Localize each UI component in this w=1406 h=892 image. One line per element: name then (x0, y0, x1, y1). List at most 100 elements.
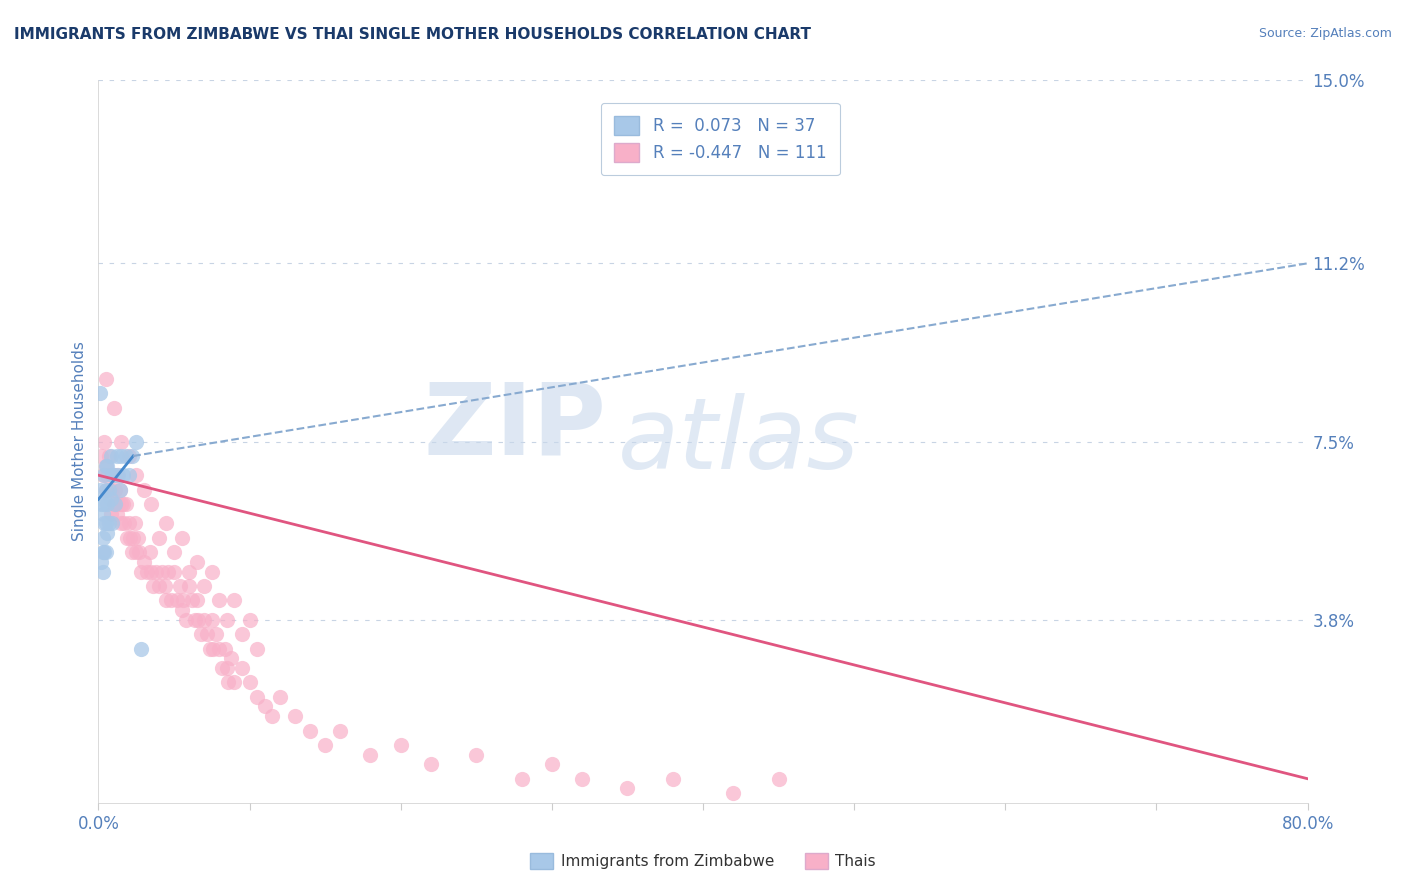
Point (205, 627, 228, 641)
Point (111, 497, 134, 511)
Point (127, 531, 149, 545)
Point (145, 565, 167, 579)
Point (217, 675, 239, 690)
Point (105, 468, 128, 483)
Point (420, 757, 443, 772)
Point (193, 613, 215, 627)
Point (269, 690, 291, 704)
Point (132, 555, 155, 569)
Point (170, 603, 193, 617)
Point (135, 565, 157, 579)
Point (200, 641, 222, 656)
Point (108, 483, 131, 497)
Point (768, 772, 790, 786)
Point (231, 627, 253, 641)
Point (571, 772, 593, 786)
Point (90, 555, 112, 569)
Point (540, 757, 562, 772)
Point (94, 545, 117, 559)
Point (91, 468, 114, 483)
Point (184, 613, 207, 627)
Point (187, 613, 209, 627)
Point (94, 483, 117, 497)
Point (129, 565, 152, 579)
Point (163, 565, 186, 579)
Point (89, 386, 111, 401)
Point (329, 723, 352, 738)
Text: Source: ZipAtlas.com: Source: ZipAtlas.com (1258, 27, 1392, 40)
Point (93, 468, 115, 483)
Point (125, 434, 148, 449)
Point (214, 641, 236, 656)
Point (129, 641, 152, 656)
Point (314, 738, 336, 752)
Point (96, 526, 118, 541)
Point (93, 545, 115, 559)
Point (211, 661, 233, 675)
Point (299, 723, 322, 738)
Point (125, 545, 148, 559)
Point (94, 458, 117, 473)
Point (465, 747, 488, 762)
Point (156, 565, 179, 579)
Point (108, 483, 131, 497)
Point (215, 661, 238, 675)
Point (96, 458, 118, 473)
Point (115, 531, 138, 545)
Point (389, 738, 412, 752)
Point (224, 675, 246, 690)
Point (98, 516, 121, 531)
Point (155, 593, 177, 607)
Point (169, 579, 191, 593)
Point (163, 545, 186, 559)
Point (148, 531, 170, 545)
Point (94, 516, 117, 531)
Point (253, 699, 276, 714)
Point (91, 565, 114, 579)
Point (91, 507, 114, 521)
Point (100, 483, 122, 497)
Point (91, 545, 114, 559)
Point (179, 579, 201, 593)
Point (201, 613, 224, 627)
Point (110, 516, 132, 531)
Point (172, 593, 194, 607)
Point (148, 579, 170, 593)
Point (142, 579, 165, 593)
Point (122, 531, 145, 545)
Point (170, 531, 193, 545)
Point (179, 565, 201, 579)
Point (262, 709, 284, 723)
Point (208, 641, 231, 656)
Legend: R =  0.073   N = 37, R = -0.447   N = 111: R = 0.073 N = 37, R = -0.447 N = 111 (602, 103, 839, 176)
Point (103, 497, 125, 511)
Point (103, 401, 125, 415)
Point (360, 747, 382, 762)
Point (110, 449, 132, 463)
Point (132, 483, 155, 497)
Point (128, 545, 150, 559)
Point (221, 651, 243, 665)
Point (100, 507, 122, 521)
Point (616, 781, 638, 796)
Point (98, 449, 121, 463)
Point (215, 613, 238, 627)
Point (155, 516, 177, 531)
Point (118, 449, 141, 463)
Point (174, 613, 197, 627)
Point (110, 497, 132, 511)
Point (190, 627, 212, 641)
Point (93, 434, 115, 449)
Point (103, 468, 125, 483)
Point (104, 497, 127, 511)
Point (94, 483, 117, 497)
Point (94, 372, 117, 386)
Point (246, 641, 269, 656)
Point (114, 449, 136, 463)
Point (125, 468, 148, 483)
Point (103, 468, 125, 483)
Point (100, 449, 122, 463)
Point (112, 516, 135, 531)
Point (661, 772, 683, 786)
Point (150, 565, 173, 579)
